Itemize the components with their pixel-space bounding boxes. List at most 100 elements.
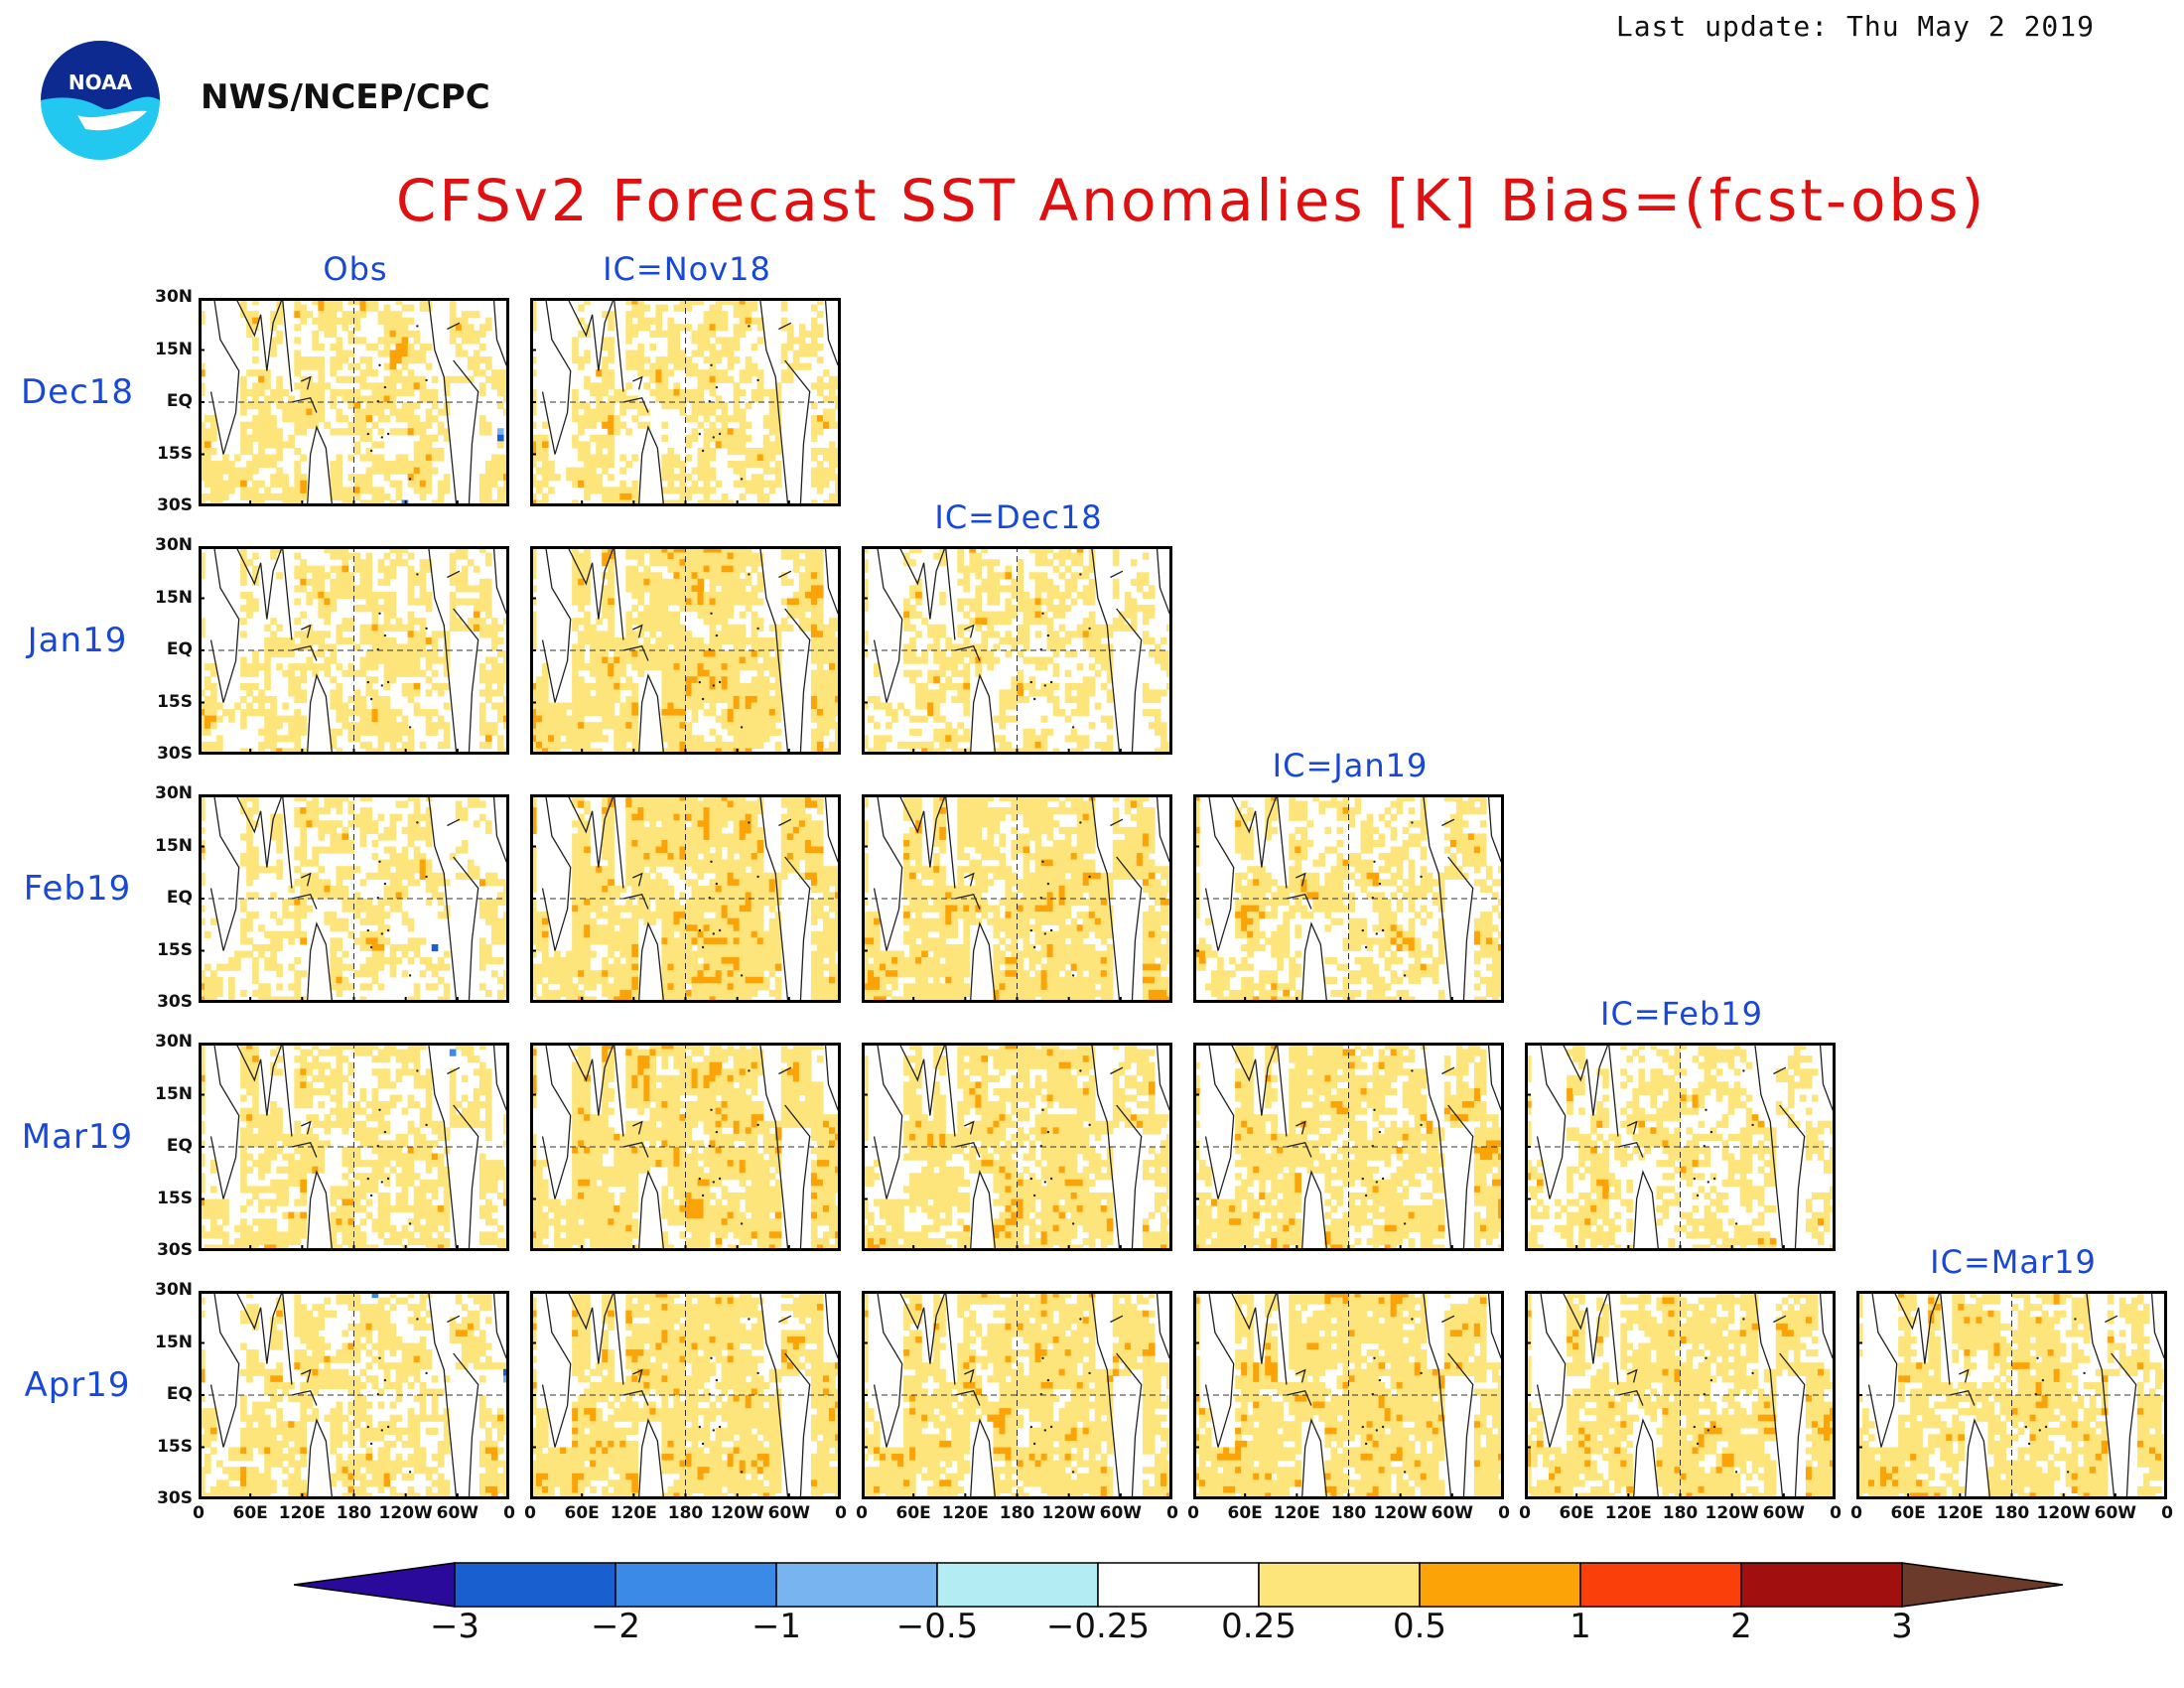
longitude-tick-label: 180 bbox=[999, 1503, 1035, 1523]
colorbar-segment bbox=[936, 1562, 1099, 1608]
map-panel-mar19-ic-nov18 bbox=[530, 1043, 841, 1251]
colorbar-segment bbox=[1258, 1562, 1421, 1608]
longitude-tick-label: 180 bbox=[336, 1503, 372, 1523]
latitude-tick-label: 30N bbox=[155, 1280, 193, 1300]
map-panel-mar19-obs bbox=[199, 1043, 509, 1251]
longitude-tick-label: 180 bbox=[1662, 1503, 1699, 1523]
map-panel-mar19-ic-feb19 bbox=[1525, 1043, 1836, 1251]
map-panel-feb19-ic-dec18 bbox=[862, 794, 1172, 1003]
column-title-ic-nov18: IC=Nov18 bbox=[603, 250, 771, 288]
row-label-jan19: Jan19 bbox=[27, 621, 128, 660]
map-panel-mar19-ic-jan19 bbox=[1193, 1043, 1504, 1251]
colorbar bbox=[293, 1555, 2081, 1618]
colorbar-tick-label: −0.25 bbox=[1045, 1607, 1151, 1646]
latitude-tick-label: 15S bbox=[157, 691, 193, 712]
longitude-tick-label: 60W bbox=[1762, 1503, 1806, 1523]
latitude-tick-label: EQ bbox=[166, 639, 193, 659]
map-panel-dec18-obs bbox=[199, 298, 509, 506]
map-panel-jan19-obs bbox=[199, 546, 509, 755]
longitude-tick-label: 0 bbox=[1830, 1503, 1842, 1523]
map-panel-apr19-ic-jan19 bbox=[1193, 1291, 1504, 1499]
longitude-tick-label: 60W bbox=[2094, 1503, 2137, 1523]
colorbar-segment bbox=[1740, 1562, 1903, 1608]
noaa-logo: NOAA bbox=[38, 38, 163, 163]
latitude-tick-label: 30S bbox=[157, 1240, 193, 1260]
map-panel-apr19-ic-mar19 bbox=[1856, 1291, 2167, 1499]
latitude-tick-label: 30N bbox=[155, 535, 193, 555]
longitude-tick-label: 120W bbox=[710, 1503, 764, 1523]
colorbar-tick-label: −3 bbox=[429, 1607, 480, 1646]
colorbar-segment-right-extend bbox=[1901, 1562, 2064, 1608]
colorbar-segment bbox=[614, 1562, 777, 1608]
longitude-tick-label: 60E bbox=[1227, 1503, 1263, 1523]
latitude-tick-label: 15N bbox=[155, 1332, 193, 1352]
latitude-tick-label: 30N bbox=[155, 287, 193, 307]
latitude-tick-label: 15N bbox=[155, 587, 193, 608]
latitude-tick-label: 15S bbox=[157, 1188, 193, 1208]
latitude-tick-label: EQ bbox=[166, 1384, 193, 1404]
latitude-tick-label: 15S bbox=[157, 939, 193, 960]
longitude-tick-label: 0 bbox=[1166, 1503, 1178, 1523]
colorbar-segment bbox=[454, 1562, 616, 1608]
column-title-ic-feb19: IC=Feb19 bbox=[1600, 995, 1763, 1033]
longitude-tick-label: 180 bbox=[1330, 1503, 1367, 1523]
longitude-tick-label: 120W bbox=[378, 1503, 433, 1523]
longitude-tick-label: 0 bbox=[856, 1503, 868, 1523]
longitude-tick-label: 60E bbox=[564, 1503, 600, 1523]
longitude-tick-label: 60W bbox=[436, 1503, 479, 1523]
colorbar-tick-label: −2 bbox=[590, 1607, 641, 1646]
latitude-tick-label: EQ bbox=[166, 1136, 193, 1156]
row-label-apr19: Apr19 bbox=[24, 1365, 131, 1405]
colorbar-segment bbox=[1579, 1562, 1742, 1608]
column-title-ic-dec18: IC=Dec18 bbox=[934, 498, 1103, 536]
map-panel-mar19-ic-dec18 bbox=[862, 1043, 1172, 1251]
longitude-tick-label: 120E bbox=[1273, 1503, 1320, 1523]
map-panel-feb19-ic-jan19 bbox=[1193, 794, 1504, 1003]
longitude-tick-label: 120W bbox=[2036, 1503, 2091, 1523]
latitude-tick-label: 30S bbox=[157, 992, 193, 1012]
longitude-tick-label: 180 bbox=[667, 1503, 704, 1523]
latitude-tick-label: EQ bbox=[166, 888, 193, 908]
latitude-tick-label: 15N bbox=[155, 1083, 193, 1104]
row-label-mar19: Mar19 bbox=[21, 1117, 134, 1157]
svg-text:NOAA: NOAA bbox=[68, 70, 133, 94]
map-panel-jan19-ic-dec18 bbox=[862, 546, 1172, 755]
colorbar-segment bbox=[775, 1562, 938, 1608]
map-panel-apr19-obs bbox=[199, 1291, 509, 1499]
page-title: CFSv2 Forecast SST Anomalies [K] Bias=(f… bbox=[395, 167, 1987, 234]
longitude-tick-label: 0 bbox=[524, 1503, 536, 1523]
map-panel-feb19-obs bbox=[199, 794, 509, 1003]
longitude-tick-label: 60W bbox=[767, 1503, 811, 1523]
longitude-tick-label: 120E bbox=[1936, 1503, 1983, 1523]
colorbar-segment-left-extend bbox=[293, 1562, 456, 1608]
column-title-obs: Obs bbox=[323, 250, 388, 288]
map-panel-feb19-ic-nov18 bbox=[530, 794, 841, 1003]
longitude-tick-label: 120E bbox=[610, 1503, 657, 1523]
colorbar-tick-label: −0.5 bbox=[895, 1607, 979, 1646]
longitude-tick-label: 0 bbox=[193, 1503, 205, 1523]
longitude-tick-label: 120E bbox=[941, 1503, 989, 1523]
longitude-tick-label: 60E bbox=[232, 1503, 268, 1523]
latitude-tick-label: 15S bbox=[157, 1436, 193, 1457]
map-panel-jan19-ic-nov18 bbox=[530, 546, 841, 755]
colorbar-tick-label: 1 bbox=[1570, 1607, 1591, 1646]
last-update-text: Last update: Thu May 2 2019 bbox=[1615, 10, 2095, 43]
agency-label: NWS/NCEP/CPC bbox=[201, 77, 490, 117]
longitude-tick-label: 0 bbox=[1187, 1503, 1199, 1523]
map-panel-apr19-ic-dec18 bbox=[862, 1291, 1172, 1499]
longitude-tick-label: 120W bbox=[1041, 1503, 1096, 1523]
colorbar-tick-label: 0.25 bbox=[1221, 1607, 1297, 1646]
row-label-feb19: Feb19 bbox=[23, 869, 132, 909]
colorbar-tick-label: 3 bbox=[1891, 1607, 1913, 1646]
column-title-ic-mar19: IC=Mar19 bbox=[1930, 1243, 2097, 1281]
map-panel-dec18-ic-nov18 bbox=[530, 298, 841, 506]
latitude-tick-label: EQ bbox=[166, 391, 193, 411]
longitude-tick-label: 120W bbox=[1705, 1503, 1759, 1523]
latitude-tick-label: 15N bbox=[155, 835, 193, 856]
longitude-tick-label: 60E bbox=[1890, 1503, 1926, 1523]
latitude-tick-label: 15S bbox=[157, 443, 193, 464]
longitude-tick-label: 0 bbox=[835, 1503, 847, 1523]
latitude-tick-label: 30S bbox=[157, 744, 193, 764]
latitude-tick-label: 30N bbox=[155, 783, 193, 803]
latitude-tick-label: 30S bbox=[157, 495, 193, 515]
